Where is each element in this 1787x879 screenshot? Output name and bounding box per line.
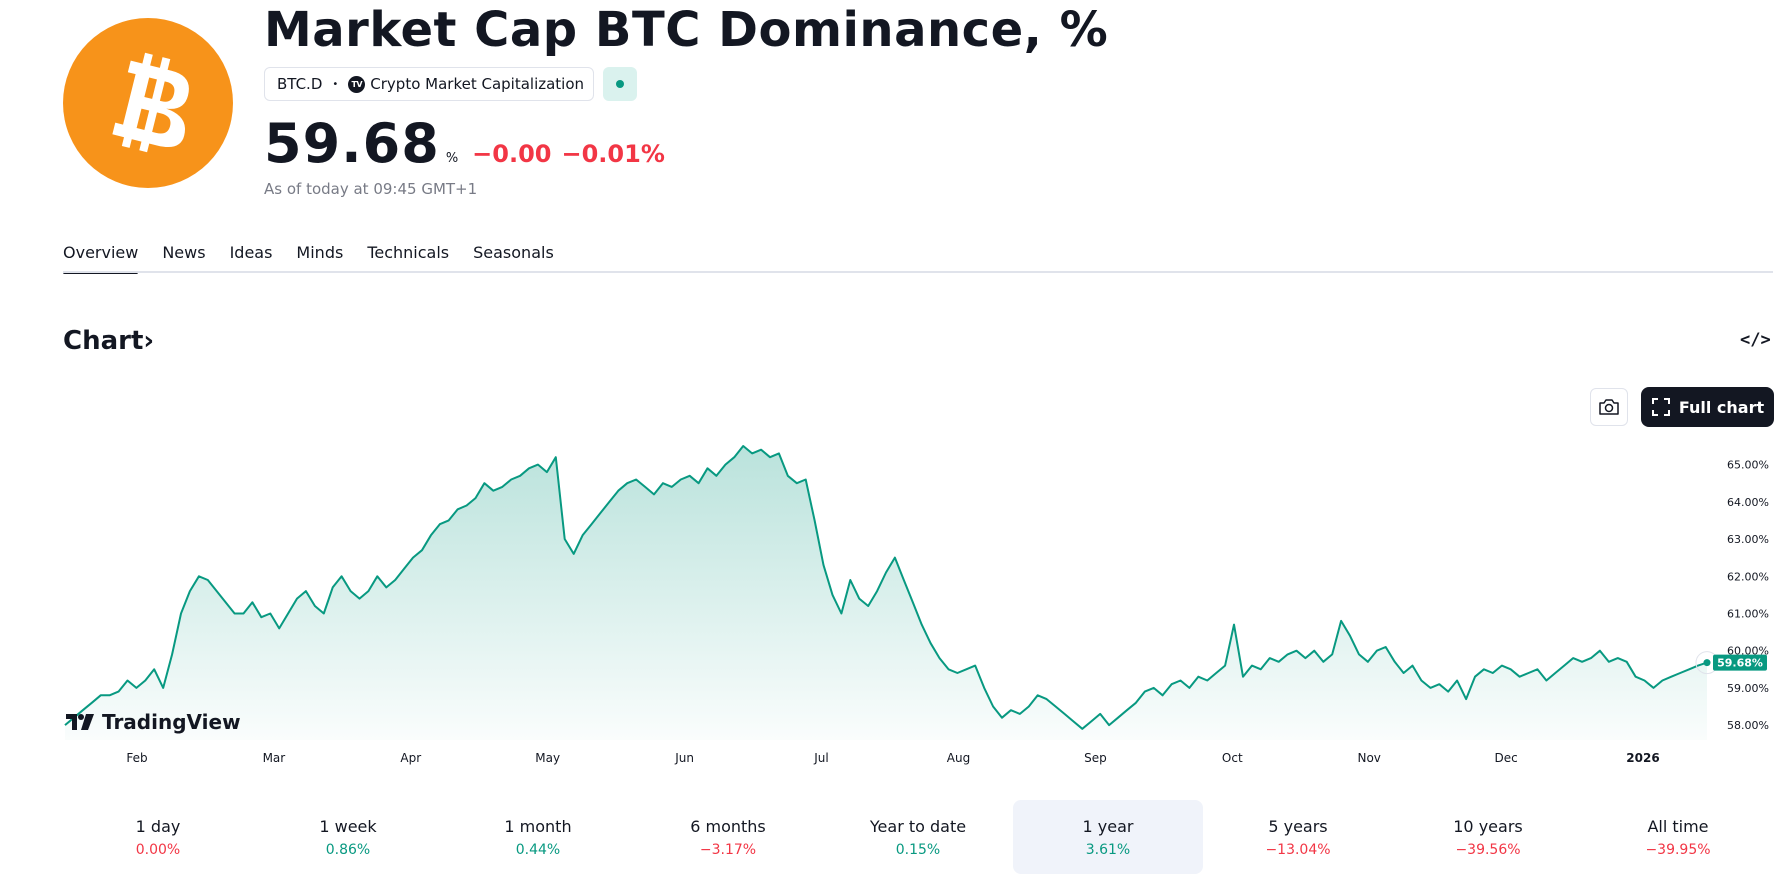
tradingview-logo-icon [66, 714, 94, 730]
tab-seasonals[interactable]: Seasonals [473, 243, 554, 262]
source-name: Crypto Market Capitalization [370, 75, 585, 93]
range-label: 1 month [504, 816, 572, 836]
as-of-timestamp: As of today at 09:45 GMT+1 [264, 180, 478, 198]
range-5-years[interactable]: 5 years −13.04% [1203, 800, 1393, 874]
x-tick-label: Feb [126, 751, 147, 765]
tab-ideas[interactable]: Ideas [229, 243, 273, 262]
tab-news[interactable]: News [162, 243, 206, 262]
range-value: −39.56% [1455, 841, 1521, 858]
range-label: Year to date [869, 816, 967, 836]
tab-overview[interactable]: Overview [63, 240, 139, 274]
y-tick-label: 65.00% [1727, 459, 1769, 472]
range-value: 0.00% [135, 841, 181, 858]
chart-heading: Chart [63, 326, 144, 356]
bitcoin-logo [63, 18, 233, 188]
x-tick-label: May [535, 751, 560, 765]
full-chart-button[interactable]: Full chart [1641, 387, 1774, 427]
last-value-badge [1713, 654, 1767, 671]
price-change: −0.00 [472, 140, 552, 168]
fullscreen-icon [1651, 398, 1670, 416]
y-tick-label: 58.00% [1727, 719, 1769, 732]
range-1-week[interactable]: 1 week 0.86% [253, 800, 443, 874]
range-1-day[interactable]: 1 day 0.00% [63, 800, 253, 874]
y-tick-label: 63.00% [1727, 533, 1769, 546]
x-tick-label: Aug [947, 751, 970, 765]
chevron-right-icon: › [143, 326, 155, 356]
y-tick-label: 64.00% [1727, 496, 1769, 509]
tradingview-label: TradingView [102, 710, 241, 734]
y-tick-label: 61.00% [1727, 608, 1769, 621]
y-tick-label: 60.00% [1727, 645, 1769, 658]
x-tick-label: Nov [1357, 751, 1380, 765]
range-1-year[interactable]: 1 year 3.61% [1013, 800, 1203, 874]
x-tick-label: Oct [1222, 751, 1243, 765]
range-label: 10 years [1453, 816, 1523, 836]
range-label: 1 week [319, 816, 377, 836]
range-label: 1 year [1082, 816, 1134, 836]
range-label: All time [1647, 816, 1709, 836]
range-value: 0.86% [325, 841, 371, 858]
market-status-badge[interactable] [603, 67, 637, 101]
x-tick-label: Sep [1084, 751, 1107, 765]
series-area [65, 446, 1707, 740]
y-tick-label: 59.00% [1727, 682, 1769, 695]
x-tick-label: Dec [1494, 751, 1517, 765]
embed-code-icon[interactable]: </> [1740, 330, 1771, 350]
x-tick-label: Apr [400, 751, 421, 765]
range-label: 6 months [690, 816, 766, 836]
tab-minds[interactable]: Minds [296, 243, 344, 262]
range-value: 0.44% [515, 841, 561, 858]
separator-dot: • [332, 78, 339, 90]
x-tick-label: Jul [813, 751, 828, 765]
range-6-months[interactable]: 6 months −3.17% [633, 800, 823, 874]
camera-icon [1599, 399, 1619, 415]
tab-technicals[interactable]: Technicals [367, 243, 450, 262]
current-price: 59.68 [264, 112, 440, 175]
tab-bar: Overview News Ideas Minds Technicals Sea… [63, 240, 578, 274]
range-year-to-date[interactable]: Year to date 0.15% [823, 800, 1013, 874]
range-value: −13.04% [1265, 841, 1331, 858]
range-10-years[interactable]: 10 years −39.56% [1393, 800, 1583, 874]
y-tick-label: 62.00% [1727, 570, 1769, 583]
tradingview-brand: TradingView [66, 710, 241, 734]
symbol-pill[interactable]: BTC.D • TV Crypto Market Capitalization [264, 67, 594, 101]
range-1-month[interactable]: 1 month 0.44% [443, 800, 633, 874]
tradingview-mini-icon: TV [348, 75, 366, 93]
series-line [64, 445, 1708, 730]
price-unit: % [445, 151, 459, 166]
range-value: −39.95% [1645, 841, 1711, 858]
snapshot-button[interactable] [1590, 388, 1628, 426]
symbol-code: BTC.D [277, 75, 323, 93]
last-value-label: 59.68% [1717, 657, 1763, 670]
price-chart[interactable]: 65.00% 64.00% 63.00% 62.00% 61.00% 60.00% 59.0… [0, 440, 1787, 770]
chart-heading-link[interactable]: Chart› [63, 326, 154, 356]
price-block: 59.68 % −0.00 −0.01% [264, 112, 675, 175]
range-all-time[interactable]: All time −39.95% [1583, 800, 1773, 874]
range-label: 5 years [1268, 816, 1328, 836]
full-chart-label: Full chart [1678, 397, 1765, 417]
page-title: Market Cap BTC Dominance, % [264, 2, 1109, 58]
range-value: 0.15% [895, 841, 941, 858]
price-change-percent: −0.01% [561, 140, 665, 168]
x-tick-label: Jun [674, 751, 694, 765]
range-value: 3.61% [1085, 841, 1131, 858]
x-tick-label: Mar [263, 751, 286, 765]
range-selector: 1 day 0.00% 1 week 0.86% 1 month 0.44% 6 mo… [63, 800, 1773, 874]
range-label: 1 day [135, 816, 181, 836]
x-tick-label: 2026 [1626, 751, 1659, 765]
last-point-dot [1703, 659, 1711, 667]
range-value: −3.17% [699, 841, 757, 858]
tabs-divider [63, 271, 1773, 273]
market-status-dot [616, 80, 624, 88]
